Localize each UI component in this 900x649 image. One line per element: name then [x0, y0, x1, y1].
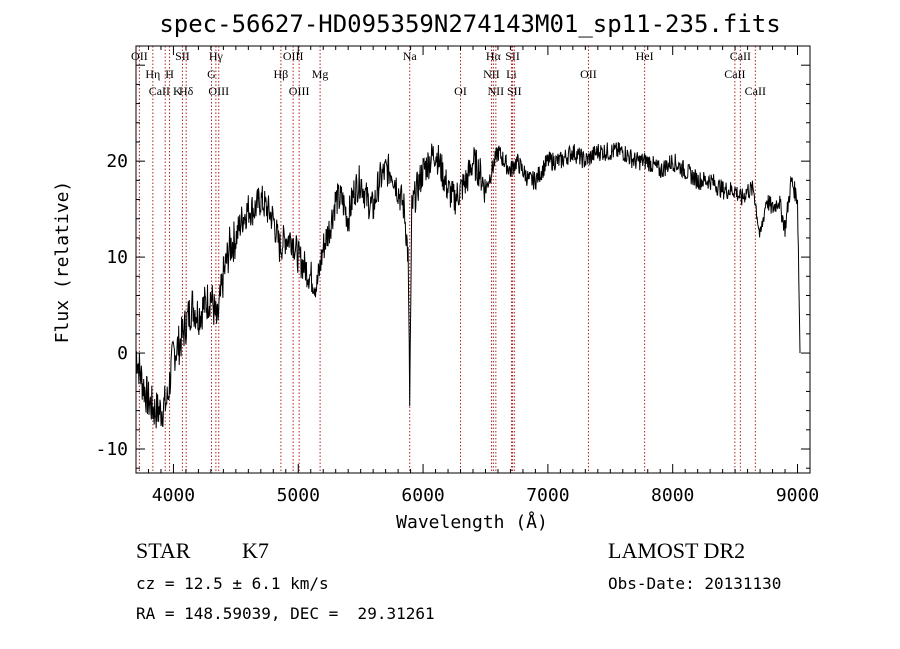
line-label-9: OIII	[283, 49, 304, 63]
line-label-3: CaII K	[149, 84, 182, 98]
line-label-14: OI	[454, 84, 467, 98]
line-label-18: SII	[505, 49, 520, 63]
line-label-25: CaII	[745, 84, 766, 98]
x-tick-label: 6000	[401, 485, 444, 506]
line-label-10: Hβ	[274, 67, 289, 81]
line-label-24: CaII	[724, 67, 745, 81]
obs-date-text: Obs-Date: 20131130	[608, 574, 782, 593]
y-tick-label: 20	[106, 151, 128, 172]
line-label-6: Hγ	[209, 49, 224, 63]
x-tick-label: 9000	[776, 485, 819, 506]
spectrum-series	[135, 142, 801, 429]
line-label-21: OII	[580, 67, 597, 81]
chart-title: spec-56627-HD095359N274143M01_sp11-235.f…	[159, 10, 780, 38]
line-label-13: Na	[403, 49, 418, 63]
line-label-5: Hδ	[179, 84, 194, 98]
object-class: STAR	[136, 538, 191, 563]
coordinates-text: RA = 148.59039, DEC = 29.31261	[136, 604, 435, 623]
line-label-0: OII	[131, 49, 148, 63]
line-label-4: SII	[175, 49, 190, 63]
line-label-12: Mg	[312, 67, 329, 81]
y-tick-label: 10	[106, 247, 128, 268]
plot-frame	[135, 45, 811, 474]
line-label-17: NII	[488, 84, 505, 98]
line-label-8: OIII	[208, 84, 229, 98]
line-label-23: CaII	[730, 49, 751, 63]
line-label-16: NII	[483, 67, 500, 81]
y-axis-label: Flux (relative)	[52, 181, 73, 344]
survey-label: LAMOST DR2	[608, 538, 746, 563]
line-label-1: Hη	[145, 67, 160, 81]
line-label-22: HeI	[636, 49, 654, 63]
y-tick-label: -10	[95, 439, 128, 460]
line-label-20: SII	[507, 84, 522, 98]
x-tick-label: 4000	[152, 485, 195, 506]
line-label-7: G	[207, 67, 216, 81]
x-axis: 4000 5000 6000 7000 8000 9000	[135, 46, 819, 506]
line-label-2: H	[165, 67, 174, 81]
x-tick-label: 5000	[277, 485, 320, 506]
object-subclass: K7	[242, 538, 269, 563]
x-tick-label: 7000	[526, 485, 569, 506]
line-label-15: Hα	[486, 49, 502, 63]
y-tick-label: 0	[117, 343, 128, 364]
x-axis-label: Wavelength (Å)	[396, 511, 548, 533]
redshift-text: cz = 12.5 ± 6.1 km/s	[136, 574, 329, 593]
line-label-11: OIII	[289, 84, 310, 98]
x-tick-label: 8000	[651, 485, 694, 506]
y-axis: -10 0 10 20	[95, 45, 810, 469]
line-label-19: Li	[506, 67, 517, 81]
